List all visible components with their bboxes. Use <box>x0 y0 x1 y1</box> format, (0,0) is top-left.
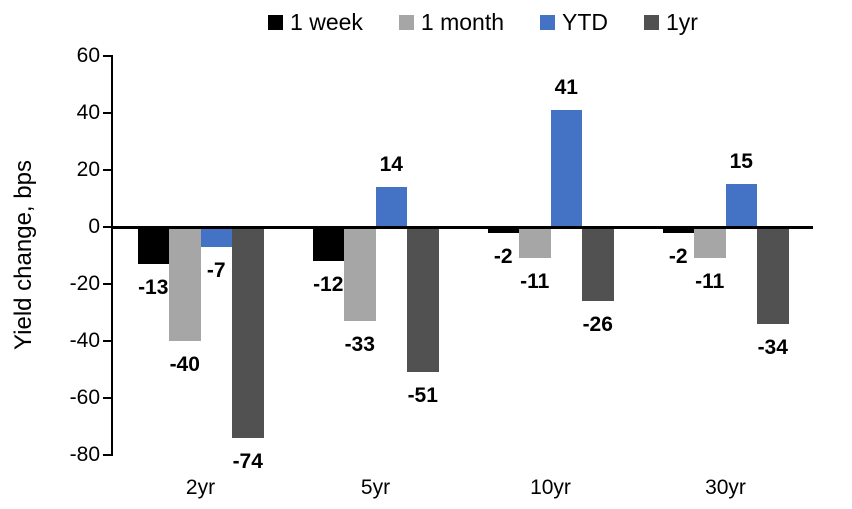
bar-1yr-10yr <box>582 227 614 302</box>
legend-item: 1 month <box>398 8 505 35</box>
y-tick-label: 40 <box>76 101 100 124</box>
y-tick-mark <box>103 397 113 399</box>
bar-value-label: -7 <box>206 258 226 282</box>
bar-value-label: 15 <box>729 150 753 174</box>
bar-1-month-10yr <box>519 227 551 259</box>
legend-item: YTD <box>540 8 609 35</box>
bar-value-label: -13 <box>138 276 169 300</box>
y-tick-mark <box>103 340 113 342</box>
bar-1-week-5yr <box>312 227 344 262</box>
legend-label: YTD <box>562 8 609 35</box>
bar-value-label: 41 <box>554 76 578 100</box>
y-tick-label: -40 <box>69 329 100 352</box>
legend-swatch-icon <box>540 14 556 30</box>
y-tick-mark <box>103 283 113 285</box>
zero-baseline <box>113 225 813 229</box>
x-category-label: 2yr <box>185 476 216 499</box>
y-tick-mark <box>103 226 113 228</box>
y-axis-line <box>111 55 113 456</box>
bar-value-label: -40 <box>169 353 200 376</box>
bar-1yr-2yr <box>232 227 264 438</box>
legend-item: 1yr <box>644 8 698 35</box>
bar-1-month-5yr <box>344 227 376 322</box>
y-tick-label: 0 <box>88 215 100 238</box>
y-tick-mark <box>103 112 113 114</box>
bar-value-label: -33 <box>344 333 375 357</box>
bar-value-label: -11 <box>520 270 550 294</box>
bar-value-label: -26 <box>582 313 613 337</box>
legend-label: 1 month <box>420 8 505 35</box>
x-category-label: 10yr <box>530 476 571 499</box>
bar-YTD-30yr <box>725 184 757 227</box>
y-tick-label: -20 <box>69 272 100 295</box>
bar-value-label: -11 <box>695 270 725 294</box>
bar-value-label: -12 <box>313 273 344 297</box>
bar-1-week-10yr <box>487 227 519 233</box>
bar-1yr-30yr <box>757 227 789 324</box>
bar-1-month-2yr <box>169 227 201 341</box>
legend-item: 1 week <box>268 8 363 35</box>
bar-YTD-10yr <box>550 110 582 227</box>
chart-legend: 1 week 1 month YTD 1yr <box>133 6 833 38</box>
y-tick-mark <box>103 169 113 171</box>
legend-swatch-icon <box>644 14 660 30</box>
bar-YTD-5yr <box>375 187 407 227</box>
bar-value-label: -51 <box>407 384 438 408</box>
y-tick-mark <box>103 454 113 456</box>
bar-YTD-2yr <box>200 227 232 247</box>
y-tick-label: -80 <box>69 443 100 466</box>
bar-value-label: -74 <box>232 449 263 473</box>
bar-value-label: -34 <box>757 335 788 359</box>
x-category-label: 5yr <box>360 476 391 499</box>
legend-swatch-icon <box>268 14 284 30</box>
legend-label: 1yr <box>666 8 698 35</box>
y-tick-label: 20 <box>76 158 100 181</box>
bar-1-month-30yr <box>694 227 726 259</box>
y-axis-title: Yield change, bps <box>10 160 37 350</box>
y-tick-mark <box>103 55 113 57</box>
legend-label: 1 week <box>290 8 363 35</box>
bar-1yr-5yr <box>407 227 439 373</box>
y-tick-label: 60 <box>76 44 100 67</box>
bar-1-week-30yr <box>662 227 694 233</box>
legend-swatch-icon <box>398 14 414 30</box>
bar-1-week-2yr <box>137 227 169 265</box>
y-tick-label: -60 <box>69 386 100 409</box>
x-category-label: 30yr <box>705 476 746 499</box>
bar-value-label: -2 <box>668 244 688 268</box>
bar-value-label: -2 <box>493 244 513 268</box>
bar-value-label: 14 <box>379 153 403 177</box>
